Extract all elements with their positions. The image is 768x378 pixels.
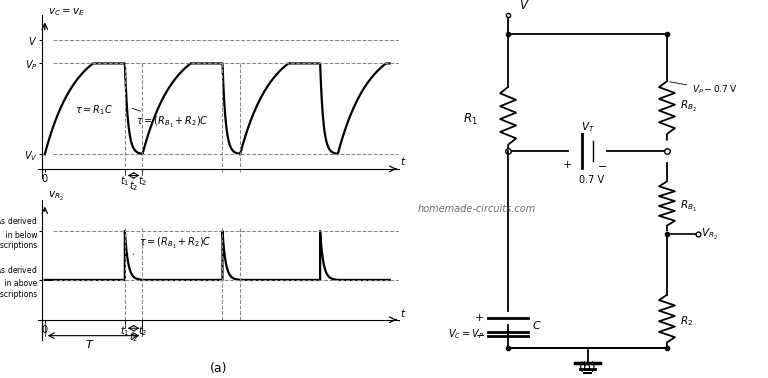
Text: $t$: $t$ [400,307,406,319]
Text: $v_C = v_E$: $v_C = v_E$ [48,6,85,18]
Text: $V$: $V$ [519,0,530,12]
Text: $C$: $C$ [531,319,541,331]
Text: $V_{R_2}$: $V_{R_2}$ [701,227,718,242]
Text: $\tau = (R_{B_1} + R_2)C$: $\tau = (R_{B_1} + R_2)C$ [132,108,209,130]
Text: $v_{R_2}$: $v_{R_2}$ [48,189,64,203]
Text: $-$: $-$ [597,160,607,170]
Text: $\tau = (R_{B_1} + R_2)C$: $\tau = (R_{B_1} + R_2)C$ [133,236,212,254]
Text: homemade-circuits.com: homemade-circuits.com [418,204,536,214]
Text: $V_T$: $V_T$ [581,121,594,134]
Text: $V_C = V_P$: $V_C = V_P$ [449,327,485,341]
Text: $t_2$: $t_2$ [129,179,138,193]
Text: $-$: $-$ [475,329,485,339]
Text: (b): (b) [579,361,596,374]
Text: +: + [475,313,485,323]
Text: $R_{B_1}$: $R_{B_1}$ [680,198,697,214]
Text: +: + [563,160,572,170]
Text: (a): (a) [210,363,227,375]
Text: $V_P - 0.7$ V: $V_P - 0.7$ V [670,82,738,96]
Text: $R_{B_2}$: $R_{B_2}$ [680,99,697,114]
Text: $t_2$: $t_2$ [129,330,138,344]
Text: $R_1$: $R_1$ [463,112,478,127]
Text: $T$: $T$ [85,338,94,350]
Text: 0.7 V: 0.7 V [578,175,604,185]
Text: $\tau = R_1C$: $\tau = R_1C$ [70,100,113,117]
Text: $t$: $t$ [400,155,406,167]
Text: $R_2$: $R_2$ [680,314,693,328]
